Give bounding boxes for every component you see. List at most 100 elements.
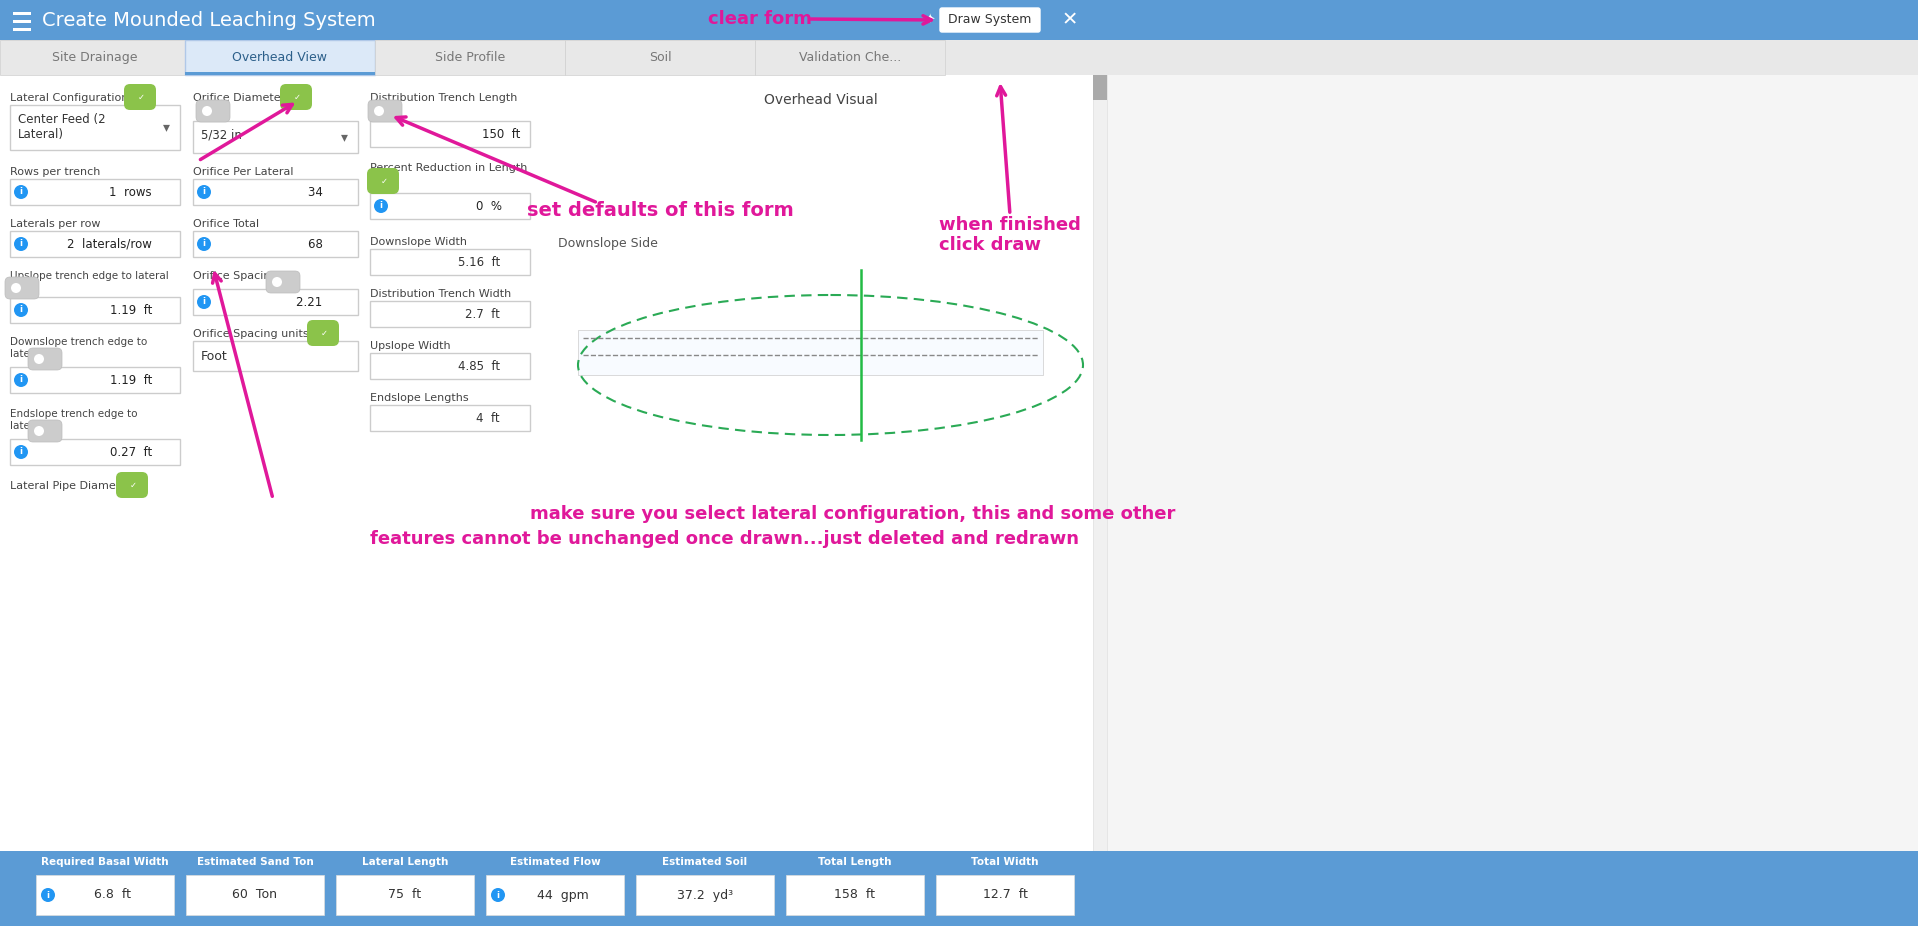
Circle shape <box>198 237 211 251</box>
Text: 1.19  ft: 1.19 ft <box>109 304 152 317</box>
Bar <box>194 341 359 371</box>
Bar <box>756 40 946 75</box>
Bar <box>566 40 756 75</box>
Text: Center Feed (2
Lateral): Center Feed (2 Lateral) <box>17 113 105 141</box>
Text: Site Drainage: Site Drainage <box>52 51 138 64</box>
Text: Downslope trench edge to: Downslope trench edge to <box>10 337 148 347</box>
Bar <box>13 28 31 31</box>
Text: set defaults of this form: set defaults of this form <box>527 201 794 219</box>
Text: Endslope trench edge to: Endslope trench edge to <box>10 409 138 419</box>
Text: make sure you select lateral configuration, this and some other: make sure you select lateral configurati… <box>529 505 1176 523</box>
Text: ✕: ✕ <box>1063 10 1078 30</box>
Text: Distribution Trench Length: Distribution Trench Length <box>370 93 518 103</box>
Text: Orifice Per Lateral: Orifice Per Lateral <box>194 167 293 177</box>
FancyBboxPatch shape <box>115 472 148 498</box>
Bar <box>786 875 924 915</box>
Bar <box>194 179 359 205</box>
Text: Upslope Width: Upslope Width <box>370 341 451 351</box>
Text: 75  ft: 75 ft <box>389 889 422 902</box>
Circle shape <box>201 106 213 116</box>
Text: when finished
click draw: when finished click draw <box>940 216 1082 255</box>
FancyBboxPatch shape <box>267 271 299 293</box>
Text: 34: 34 <box>307 185 330 198</box>
Bar <box>370 193 529 219</box>
Text: 44  gpm: 44 gpm <box>537 889 589 902</box>
Text: 0  %: 0 % <box>476 199 503 212</box>
Text: ▾: ▾ <box>163 120 169 134</box>
Circle shape <box>491 888 504 902</box>
Text: i: i <box>497 891 499 899</box>
Bar <box>485 875 623 915</box>
Text: Total Length: Total Length <box>819 857 892 867</box>
Circle shape <box>13 373 29 387</box>
Text: 1  rows: 1 rows <box>109 185 152 198</box>
Bar <box>336 875 474 915</box>
Text: 6.8  ft: 6.8 ft <box>94 889 132 902</box>
Bar <box>10 367 180 393</box>
Text: 37.2  yd³: 37.2 yd³ <box>677 889 733 902</box>
Circle shape <box>374 106 384 116</box>
Text: 5/32 in: 5/32 in <box>201 129 242 142</box>
Text: Validation Che...: Validation Che... <box>800 51 901 64</box>
Text: Overhead View: Overhead View <box>232 51 328 64</box>
Text: i: i <box>203 187 205 196</box>
Circle shape <box>35 354 44 364</box>
Circle shape <box>35 426 44 436</box>
Text: 4  ft: 4 ft <box>476 411 501 424</box>
Text: 60  Ton: 60 Ton <box>232 889 278 902</box>
Text: 12.7  ft: 12.7 ft <box>982 889 1028 902</box>
Text: i: i <box>19 187 23 196</box>
Bar <box>0 851 1918 926</box>
Text: ✓: ✓ <box>138 93 144 102</box>
Circle shape <box>12 283 21 293</box>
Circle shape <box>374 199 387 213</box>
Bar <box>10 105 180 150</box>
Bar <box>0 75 1093 851</box>
FancyBboxPatch shape <box>29 420 61 442</box>
Bar <box>10 297 180 323</box>
Bar <box>370 405 529 431</box>
Text: ✓: ✓ <box>320 329 328 337</box>
Text: i: i <box>19 376 23 384</box>
Text: 0.27  ft: 0.27 ft <box>109 445 152 458</box>
Text: 1.19  ft: 1.19 ft <box>109 373 152 386</box>
FancyBboxPatch shape <box>280 84 313 110</box>
Bar <box>194 121 359 153</box>
Text: 2.7  ft: 2.7 ft <box>466 307 501 320</box>
Text: 2.21: 2.21 <box>295 295 330 308</box>
Bar <box>0 0 1918 40</box>
Bar <box>184 72 376 75</box>
Text: Draw System: Draw System <box>947 14 1032 27</box>
Text: Estimated Soil: Estimated Soil <box>662 857 748 867</box>
Text: i: i <box>203 240 205 248</box>
Bar <box>194 289 359 315</box>
FancyBboxPatch shape <box>366 168 399 194</box>
Circle shape <box>272 277 282 287</box>
Text: ✓: ✓ <box>130 481 136 490</box>
Text: 68: 68 <box>307 237 330 251</box>
Text: 158  ft: 158 ft <box>834 889 875 902</box>
Bar <box>194 231 359 257</box>
Bar <box>184 40 376 75</box>
Bar <box>13 12 31 15</box>
Circle shape <box>40 888 56 902</box>
Text: Lateral Length: Lateral Length <box>363 857 449 867</box>
Circle shape <box>198 295 211 309</box>
Bar <box>0 40 190 75</box>
Text: Percent Reduction in Length: Percent Reduction in Length <box>370 163 527 173</box>
Bar <box>577 330 1043 375</box>
Text: i: i <box>203 297 205 307</box>
Text: Create Mounded Leaching System: Create Mounded Leaching System <box>42 10 376 30</box>
Text: ▾: ▾ <box>341 130 347 144</box>
Text: Rows per trench: Rows per trench <box>10 167 100 177</box>
FancyBboxPatch shape <box>307 320 339 346</box>
Bar <box>36 875 175 915</box>
Bar <box>0 40 1918 75</box>
FancyBboxPatch shape <box>29 348 61 370</box>
Text: Upslope trench edge to lateral: Upslope trench edge to lateral <box>10 271 169 281</box>
Text: Distribution Trench Width: Distribution Trench Width <box>370 289 512 299</box>
Text: 4.85  ft: 4.85 ft <box>458 359 501 372</box>
Text: ✦: ✦ <box>924 14 936 27</box>
Text: clear form: clear form <box>708 10 811 28</box>
Bar <box>13 20 31 22</box>
